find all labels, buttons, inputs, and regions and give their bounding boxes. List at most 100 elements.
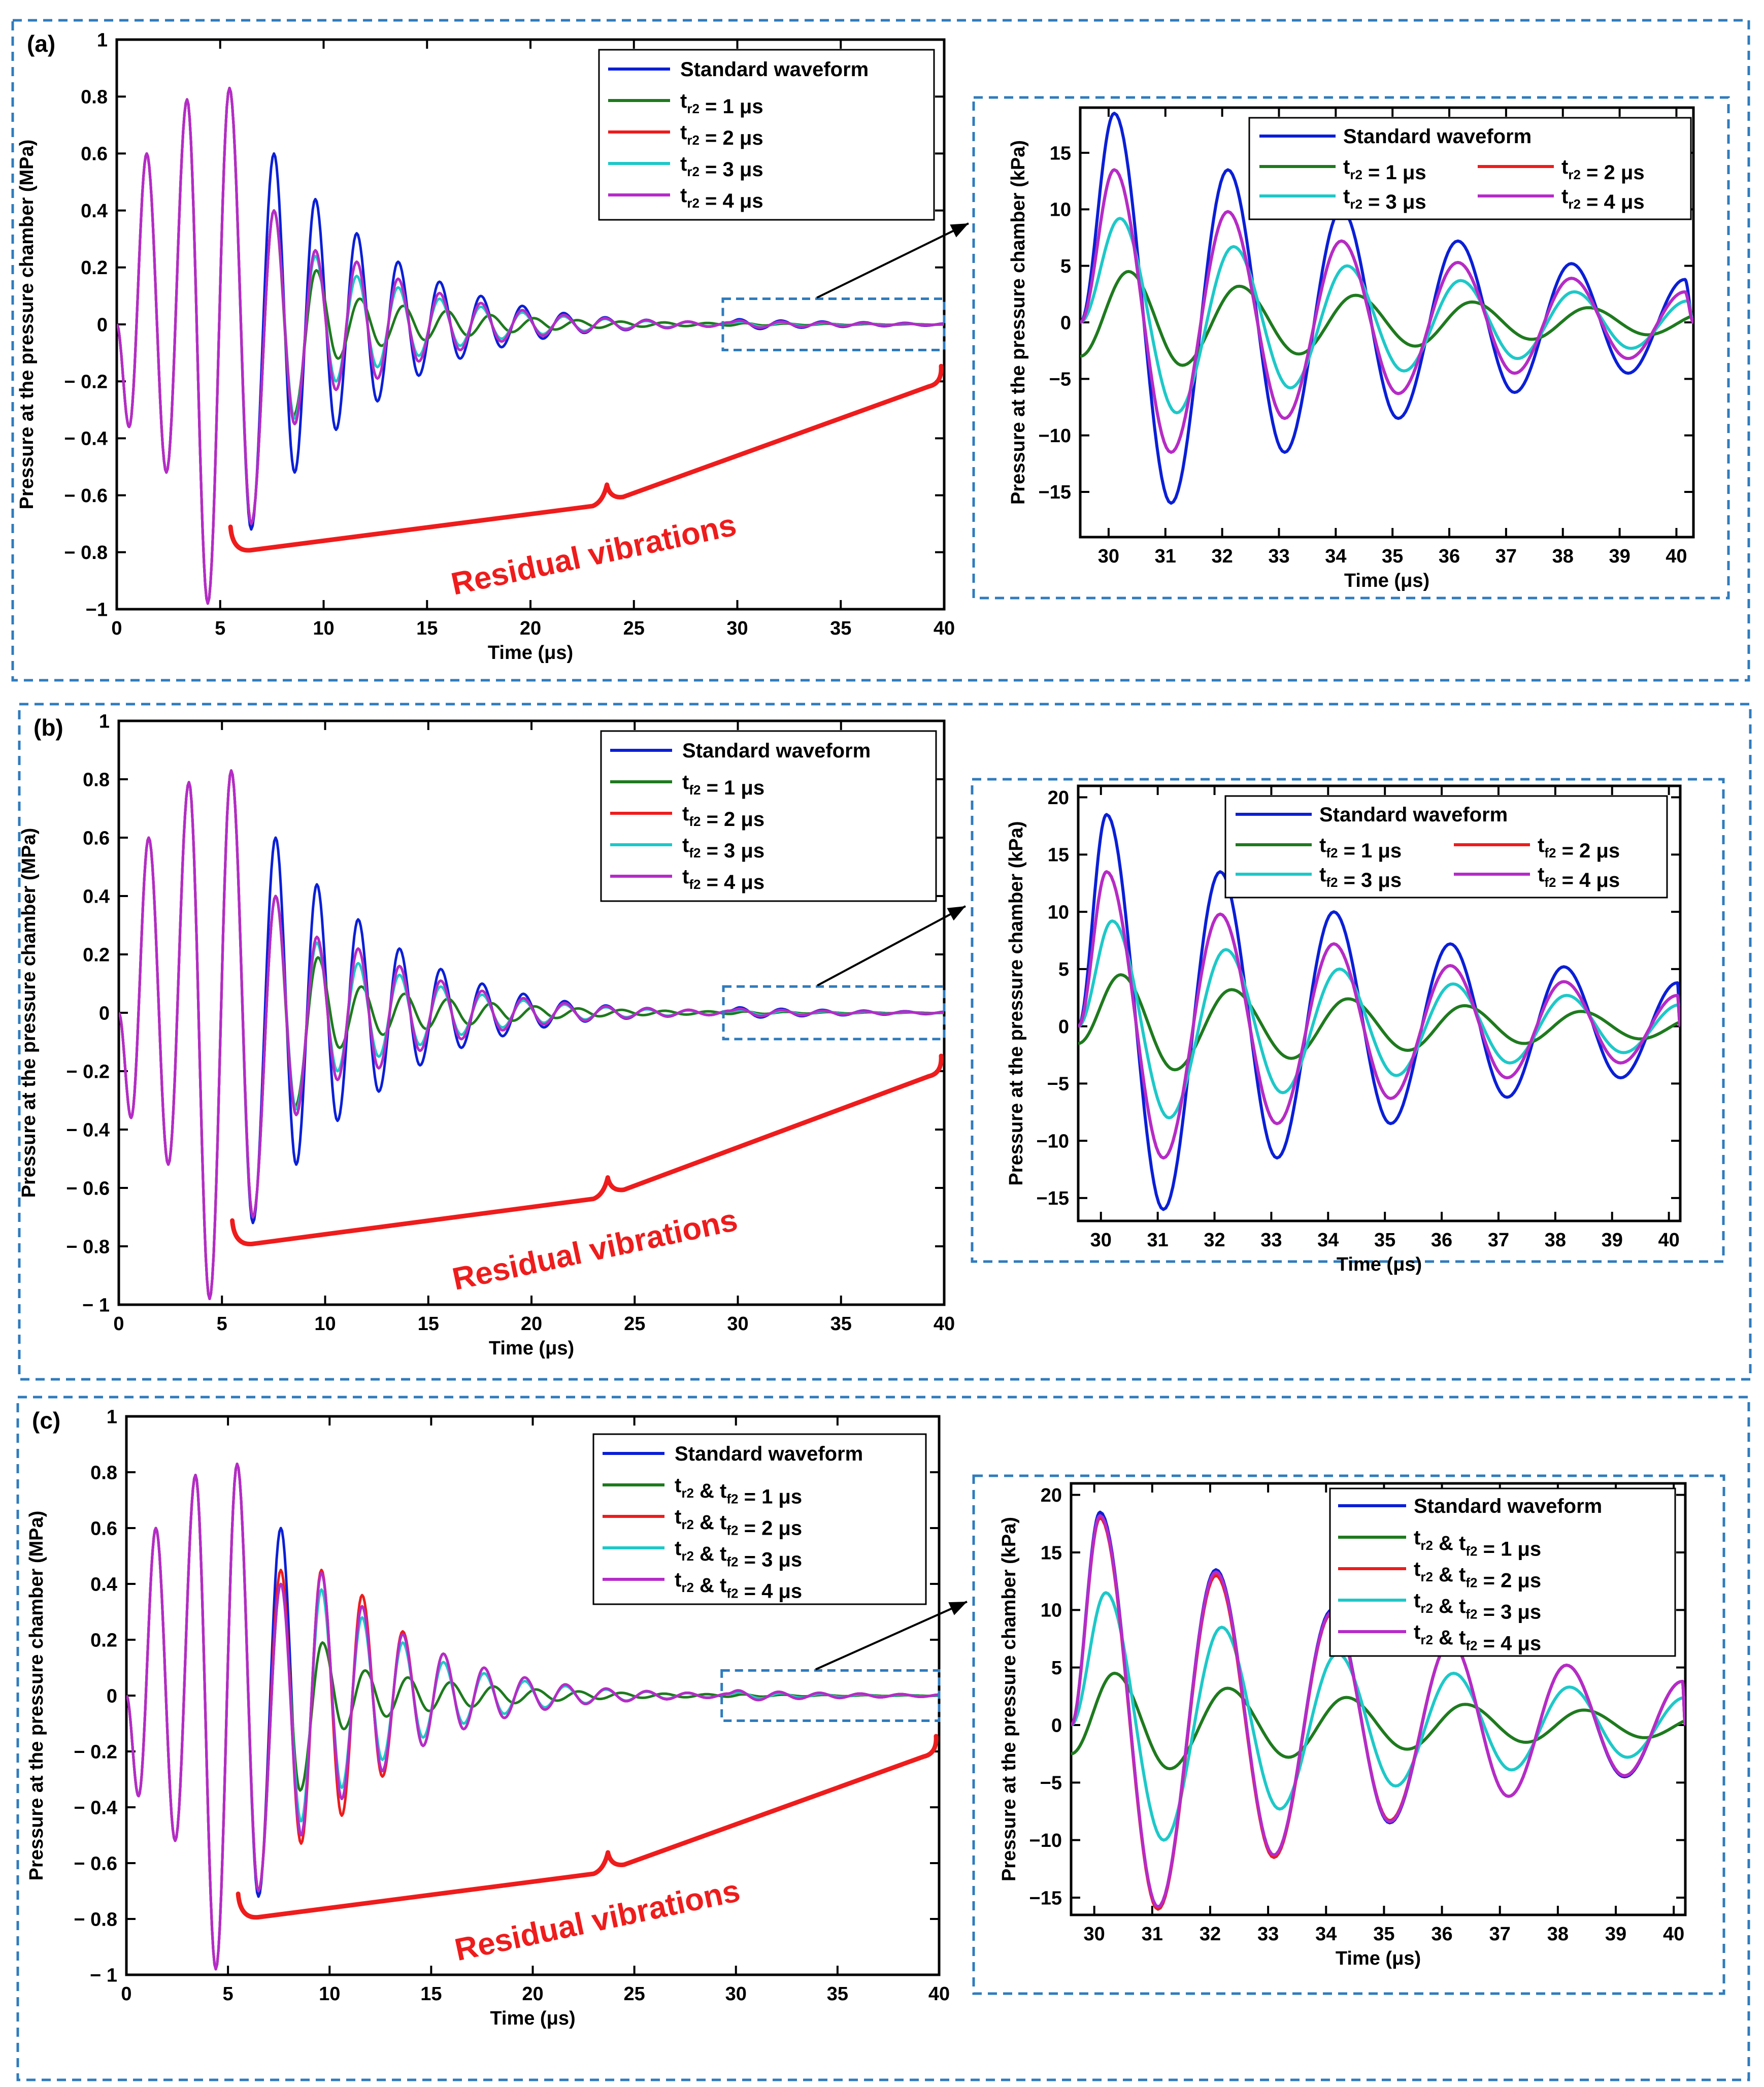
main-y-tick-label: 1 [97,29,108,51]
zoom-legend-label: tr2 & tf2 = 4 μs [1414,1621,1541,1654]
zoom-x-tick-label: 33 [1268,546,1289,567]
main-legend [592,1433,927,1605]
zoom-legend-label: tr2 = 3 μs [1343,185,1426,213]
zoom-y-tick-label: 20 [1048,787,1069,809]
main-x-tick-label: 20 [521,1313,542,1335]
main-y-tick-label: −1 [86,599,108,620]
zoom-y-tick-label: −5 [1049,369,1071,390]
zoom-x-tick-label: 31 [1155,546,1176,567]
residual-bracket [236,1734,939,1920]
zoom-y-tick-label: −15 [1037,1188,1069,1209]
main-legend [598,49,935,221]
zoom-x-tick-label: 39 [1602,1230,1623,1251]
zoom-arrow [817,905,966,987]
main-legend-label: tr2 & tf2 = 2 μs [675,1506,802,1539]
zoom-x-tick-label: 40 [1658,1230,1679,1251]
zoom-x-tick-label: 37 [1489,1924,1511,1945]
main-x-tick-label: 25 [623,618,645,639]
main-y-tick-label: − 1 [82,1295,110,1316]
main-legend-label: Standard waveform [675,1443,863,1465]
zoom-legend-label: tr2 & tf2 = 1 μs [1414,1527,1541,1560]
zoom-y-tick-label: 10 [1048,902,1069,923]
zoom-0-series-line-4us [1080,168,1693,454]
main-x-tick-label: 15 [416,618,438,639]
main-y-tick-label: 1 [99,711,110,732]
main-y-tick-label: 0.4 [81,201,108,222]
main-y-tick-label: 0 [99,1003,110,1024]
zoom-x-tick-label: 39 [1609,546,1630,567]
main-y-tick-label: − 0.6 [64,485,108,507]
main-y-axis-label: Pressure at the pressure chamber (MPa) [18,828,40,1198]
zoom-y-tick-label: −5 [1040,1773,1062,1794]
zoom-arrow [816,222,969,299]
zoom-x-axis-label: Time (μs) [1336,1948,1421,1969]
main-x-tick-label: 10 [314,1313,336,1335]
zoom-0-series-line-standard [1080,112,1693,505]
main-2-series-line-4us [126,1463,939,1971]
zoom-y-tick-label: 15 [1050,143,1071,164]
zoom-y-axis-label: Pressure at the pressure chamber (kPa) [1006,821,1027,1185]
main-y-tick-label: 0 [107,1685,117,1707]
zoom-1-series-line-3us [1078,919,1680,1119]
zoom-y-tick-label: 15 [1041,1542,1062,1564]
panel-label: (b) [34,714,63,741]
zoom-y-tick-label: −5 [1047,1074,1069,1095]
main-x-tick-label: 0 [121,1983,131,2005]
zoom-0-series-line-1us [1080,270,1693,367]
main-legend-label: tf2 = 4 μs [682,866,764,893]
zoom-legend-label: Standard waveform [1319,804,1508,826]
zoom-legend-label: tf2 = 2 μs [1538,834,1620,862]
main-x-tick-label: 25 [623,1983,645,2005]
main-legend-label: tf2 = 3 μs [682,834,764,862]
zoom-x-tick-label: 31 [1142,1924,1163,1945]
zoom-x-tick-label: 35 [1382,546,1403,567]
main-y-tick-label: 0 [97,314,108,336]
zoom-x-tick-label: 39 [1605,1924,1626,1945]
zoom-x-tick-label: 38 [1547,1924,1569,1945]
panel-a: (a)0 5 10 15 20 25 30 35 40−1− 0.8− 0.6− 0.4− 0.… [11,19,1750,682]
zoom-y-tick-label: −15 [1039,482,1071,503]
main-x-tick-label: 5 [217,1313,227,1335]
zoom-arrow [815,1601,968,1671]
zoom-legend-label: tf2 = 3 μs [1319,864,1402,891]
residual-bracket [230,1053,944,1246]
zoom-x-axis-label: Time (μs) [1337,1254,1422,1275]
zoom-x-tick-label: 36 [1431,1230,1452,1251]
main-0-series-line-4us [117,86,944,605]
main-y-tick-label: − 0.8 [74,1909,117,1930]
panel-frame [16,1396,1750,2081]
zoom-1-series-line-4us [1078,870,1680,1160]
zoom-x-tick-label: 40 [1666,546,1687,567]
main-x-tick-label: 30 [727,1313,748,1335]
main-legend-label: tr2 = 3 μs [680,153,763,181]
zoom-x-tick-label: 30 [1090,1230,1112,1251]
zoom-y-tick-label: 0 [1058,1016,1069,1038]
zoom-legend [1329,1487,1676,1657]
zoom-x-tick-label: 34 [1325,546,1346,567]
main-x-tick-label: 15 [420,1983,442,2005]
main-y-tick-label: − 0.2 [64,372,108,393]
main-y-tick-label: 0.4 [90,1574,117,1595]
zoom-inset-frame [972,96,1730,600]
main-y-axis-label: Pressure at the pressure chamber (MPa) [26,1511,47,1881]
zoom-y-tick-label: 5 [1060,256,1071,277]
main-x-tick-label: 10 [319,1983,340,2005]
zoom-y-tick-label: −10 [1039,425,1071,447]
main-x-tick-label: 40 [934,1313,955,1335]
zoom-legend-label: tr2 = 2 μs [1561,156,1645,184]
zoom-1-series-line-standard [1078,813,1680,1211]
zoom-x-tick-label: 30 [1084,1924,1105,1945]
zoom-x-tick-label: 36 [1439,546,1460,567]
main-x-tick-label: 5 [215,618,225,639]
main-y-tick-label: 0.6 [81,144,108,165]
main-x-tick-label: 15 [418,1313,439,1335]
zoom-x-tick-label: 40 [1663,1924,1684,1945]
main-legend-label: Standard waveform [680,58,869,81]
main-y-tick-label: 0.4 [83,886,110,907]
main-y-tick-label: 0.6 [90,1518,117,1539]
zoom-0-series-line-3us [1080,217,1693,415]
main-x-axis-label: Time (μs) [489,1338,574,1359]
main-x-tick-label: 5 [223,1983,234,2005]
zoom-1-series-line-1us [1078,973,1679,1072]
